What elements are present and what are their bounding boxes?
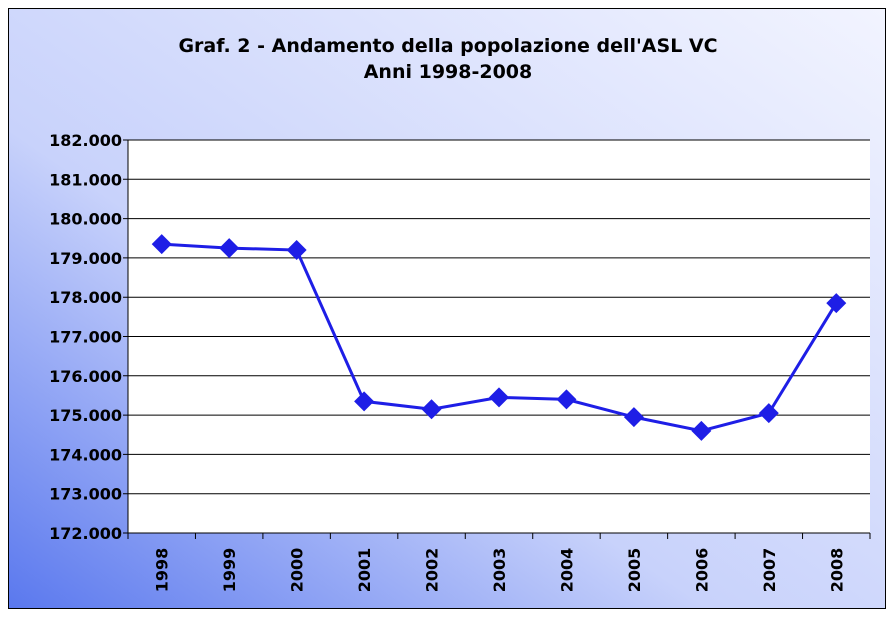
x-tick-label: 2002 [423, 548, 442, 593]
marker [421, 399, 442, 420]
marker [691, 420, 712, 441]
marker [826, 293, 847, 314]
marker [354, 391, 375, 412]
x-tick-label: 1998 [153, 548, 172, 593]
y-tick-label: 180.000 [49, 210, 122, 229]
marker [623, 407, 644, 428]
x-tick-label: 2008 [827, 548, 846, 593]
y-tick-label: 182.000 [49, 131, 122, 150]
x-tick-label: 2005 [625, 548, 644, 593]
y-tick-label: 172.000 [49, 524, 122, 543]
marker [286, 240, 307, 261]
x-tick-label: 2001 [355, 548, 374, 593]
marker [489, 387, 509, 408]
x-tick-label: 1999 [220, 548, 239, 593]
y-tick-label: 179.000 [49, 249, 122, 268]
y-tick-label: 173.000 [49, 485, 122, 504]
x-tick-label: 2007 [760, 548, 779, 593]
marker [556, 389, 577, 410]
marker [219, 238, 240, 259]
x-tick-label: 2006 [692, 548, 711, 593]
y-tick-label: 181.000 [49, 170, 122, 189]
marker [151, 234, 172, 255]
x-tick-label: 2000 [288, 548, 307, 593]
y-tick-label: 175.000 [49, 406, 122, 425]
y-tick-label: 177.000 [49, 328, 122, 347]
y-tick-label: 178.000 [49, 288, 122, 307]
y-tick-label: 174.000 [49, 445, 122, 464]
x-tick-label: 2004 [557, 548, 576, 593]
chart-title: Graf. 2 - Andamento della popolazione de… [178, 35, 717, 57]
marker [758, 403, 779, 424]
chart-subtitle: Anni 1998-2008 [364, 61, 533, 83]
x-tick-label: 2003 [490, 548, 509, 593]
y-tick-label: 176.000 [49, 367, 122, 386]
